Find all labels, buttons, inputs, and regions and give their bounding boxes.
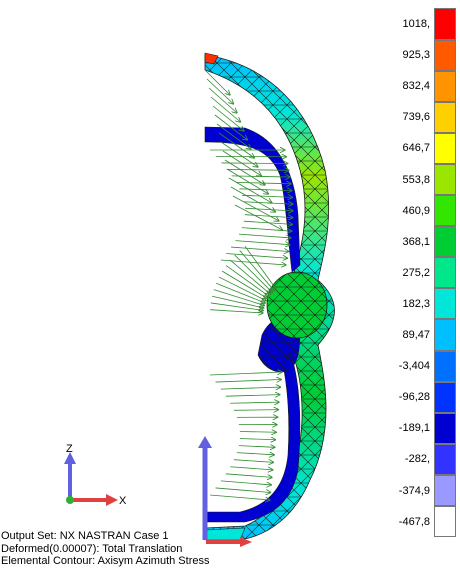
load-vector — [216, 283, 265, 303]
legend-value: 275,2 — [370, 267, 430, 279]
legend-swatch — [434, 102, 456, 133]
legend-swatch — [434, 351, 456, 382]
legend-value: -3,404 — [370, 360, 430, 372]
legend-swatch — [434, 40, 456, 71]
triad-z-label: Z — [66, 443, 73, 455]
load-vector — [210, 495, 270, 500]
load-vector — [234, 460, 274, 463]
load-vector — [207, 79, 234, 104]
load-vector — [211, 303, 263, 311]
legend-value: 739,6 — [370, 111, 430, 123]
load-vector — [242, 228, 292, 232]
load-vector — [226, 474, 272, 478]
legend-value: 460,9 — [370, 205, 430, 217]
legend-swatch — [434, 71, 456, 102]
legend-value: -189,1 — [370, 422, 430, 434]
load-vector — [225, 160, 265, 185]
legend-value: 553,8 — [370, 174, 430, 186]
load-vector — [234, 410, 279, 411]
legend-swatch — [434, 475, 456, 506]
legend-swatch — [434, 195, 456, 226]
contour-text: Elemental Contour: Axisym Azimuth Stress — [1, 555, 261, 568]
load-vector — [231, 187, 276, 212]
load-vector — [216, 380, 282, 383]
legend-swatch — [434, 506, 456, 537]
load-vector — [221, 481, 272, 485]
legend-value: -374,9 — [370, 485, 430, 497]
load-vector — [230, 260, 270, 294]
load-vector — [239, 446, 275, 448]
legend-value: -467,8 — [370, 516, 430, 528]
load-vector — [240, 431, 276, 432]
contour-legend: 1018, 925,3 832,4 739,6 646,7 553,8 460,9 368,1… — [370, 16, 460, 556]
load-vector — [210, 372, 282, 375]
load-vector — [244, 221, 293, 224]
triad-origin — [66, 496, 74, 504]
load-vector — [221, 387, 281, 389]
load-vector — [237, 453, 274, 455]
load-vector — [216, 488, 271, 493]
legend-value: 832,4 — [370, 80, 430, 92]
load-vector — [212, 296, 264, 308]
output-set-text: Output Set: NX NASTRAN Case 1 — [1, 530, 261, 543]
load-vector — [226, 395, 280, 397]
legend-value: 182,3 — [370, 298, 430, 310]
legend-swatch — [434, 288, 456, 319]
legend-swatch — [434, 413, 456, 444]
load-vector — [230, 402, 279, 403]
legend-swatch — [434, 382, 456, 413]
triad-x-label: X — [119, 495, 127, 507]
load-vector — [211, 97, 241, 122]
output-info: Output Set: NX NASTRAN Case 1 Deformed(0… — [1, 530, 261, 568]
legend-value: 89,47 — [370, 329, 430, 341]
legend-value: 1018, — [370, 18, 430, 30]
load-vector — [227, 169, 269, 194]
deformed-text: Deformed(0.00007): Total Translation — [1, 543, 261, 556]
load-vector — [235, 241, 290, 245]
legend-value: 368,1 — [370, 236, 430, 248]
load-vector — [239, 234, 291, 238]
legend-swatch — [434, 257, 456, 288]
legend-value: -96,28 — [370, 391, 430, 403]
legend-swatch — [434, 164, 456, 195]
load-vector — [235, 255, 273, 292]
load-vector — [240, 439, 276, 440]
load-vector — [230, 467, 273, 470]
legend-swatch — [434, 444, 456, 475]
load-vector — [209, 88, 237, 113]
legend-value: -282, — [370, 453, 430, 465]
load-vector — [210, 310, 263, 313]
coordinate-triad: Z X — [64, 443, 127, 507]
load-vector — [229, 178, 272, 203]
legend-value: 646,7 — [370, 142, 430, 154]
legend-swatch — [434, 8, 456, 39]
central-bulge-mesh — [267, 272, 327, 338]
legend-value: 925,3 — [370, 49, 430, 61]
legend-swatch — [434, 319, 456, 350]
legend-swatch — [434, 133, 456, 164]
legend-swatch — [434, 226, 456, 257]
